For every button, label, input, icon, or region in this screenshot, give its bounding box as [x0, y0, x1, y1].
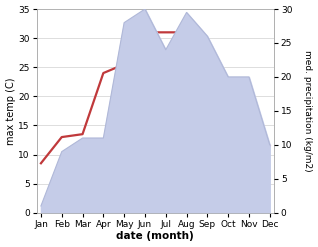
Y-axis label: med. precipitation (kg/m2): med. precipitation (kg/m2) — [303, 50, 313, 172]
X-axis label: date (month): date (month) — [116, 231, 194, 242]
Y-axis label: max temp (C): max temp (C) — [5, 77, 16, 145]
